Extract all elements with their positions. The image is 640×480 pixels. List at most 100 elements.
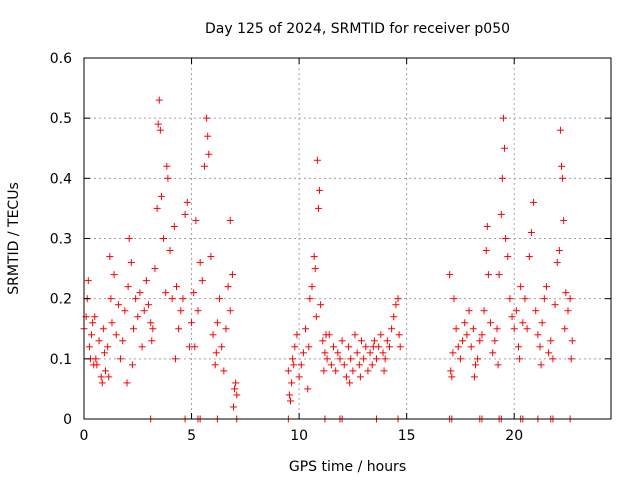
data-point	[99, 325, 107, 333]
data-point	[538, 319, 546, 327]
data-point	[494, 361, 502, 369]
data-point	[128, 361, 136, 369]
data-point	[467, 343, 475, 351]
x-tick-label: 20	[505, 428, 523, 444]
data-point	[145, 301, 153, 309]
data-point	[102, 367, 110, 375]
data-point	[205, 150, 213, 158]
data-point	[469, 325, 477, 333]
y-axis-label: SRMTID / TECUs	[6, 182, 22, 295]
data-point	[177, 307, 185, 315]
data-point	[537, 361, 545, 369]
data-point	[567, 355, 575, 363]
data-point	[392, 301, 400, 309]
data-point	[224, 283, 232, 291]
data-point	[105, 373, 113, 381]
data-point	[218, 343, 226, 351]
data-point	[516, 355, 524, 363]
data-point	[549, 355, 557, 363]
data-point	[291, 343, 299, 351]
data-point	[536, 343, 544, 351]
data-point	[90, 361, 98, 369]
x-tick-label: 10	[290, 428, 308, 444]
data-point	[360, 355, 368, 363]
data-point	[132, 295, 140, 303]
data-point	[302, 325, 310, 333]
y-tick-label: 0.6	[50, 51, 72, 67]
data-point	[172, 283, 180, 291]
axis-ticks: 0 5 10 15 20 0 0.1 0.2 0.3 0.4 0.5 0.6	[50, 51, 611, 444]
data-point	[454, 343, 462, 351]
data-point	[342, 373, 350, 381]
data-point	[149, 325, 157, 333]
data-point	[154, 120, 162, 128]
data-point	[532, 307, 540, 315]
data-point	[381, 355, 389, 363]
data-point	[222, 325, 230, 333]
data-point	[368, 361, 376, 369]
data-point	[330, 343, 338, 351]
data-point	[353, 349, 361, 357]
x-tick-label: 0	[80, 428, 89, 444]
data-point	[452, 325, 460, 333]
data-point	[289, 355, 297, 363]
data-point	[313, 156, 321, 164]
data-point	[551, 301, 559, 309]
data-point	[447, 367, 455, 375]
data-point	[321, 349, 329, 357]
data-point	[136, 289, 144, 297]
data-point	[465, 307, 473, 315]
data-point	[138, 343, 146, 351]
data-point	[233, 391, 241, 399]
plot-frame	[83, 57, 612, 420]
data-point	[502, 235, 510, 242]
data-point	[153, 204, 161, 212]
data-point	[285, 391, 293, 399]
data-point	[104, 343, 112, 351]
data-point	[106, 253, 114, 261]
data-point	[510, 325, 518, 333]
data-point	[98, 379, 106, 387]
data-point	[320, 367, 328, 375]
data-point	[559, 174, 567, 182]
data-point	[162, 289, 170, 297]
data-point	[314, 204, 322, 212]
data-point	[293, 331, 301, 339]
data-point	[523, 325, 531, 333]
data-point	[394, 295, 402, 303]
data-point	[129, 325, 137, 333]
data-point	[383, 337, 391, 345]
grid	[84, 58, 611, 419]
data-point	[226, 307, 234, 315]
data-point	[148, 337, 156, 345]
data-point	[85, 343, 93, 351]
data-point	[288, 379, 296, 387]
data-point	[508, 313, 516, 321]
data-point	[220, 367, 228, 375]
data-point	[123, 379, 131, 387]
data-point	[456, 355, 464, 363]
data-point	[517, 283, 525, 291]
data-point	[555, 247, 563, 255]
data-point	[305, 343, 313, 351]
data-point	[332, 367, 340, 375]
data-point	[495, 271, 503, 279]
data-point	[183, 198, 191, 206]
data-point	[351, 331, 359, 339]
data-point	[480, 307, 488, 315]
data-point	[560, 216, 568, 224]
data-point	[497, 210, 505, 218]
data-point	[117, 355, 125, 363]
data-point	[336, 355, 344, 363]
data-point	[547, 337, 555, 345]
data-point	[203, 114, 211, 122]
data-point	[556, 126, 564, 134]
data-point	[449, 349, 457, 357]
data-point	[308, 283, 316, 291]
data-point	[229, 403, 237, 411]
data-point	[459, 337, 467, 345]
data-point	[212, 349, 220, 357]
data-point	[395, 331, 403, 339]
data-point	[166, 247, 174, 255]
data-point	[188, 319, 196, 327]
